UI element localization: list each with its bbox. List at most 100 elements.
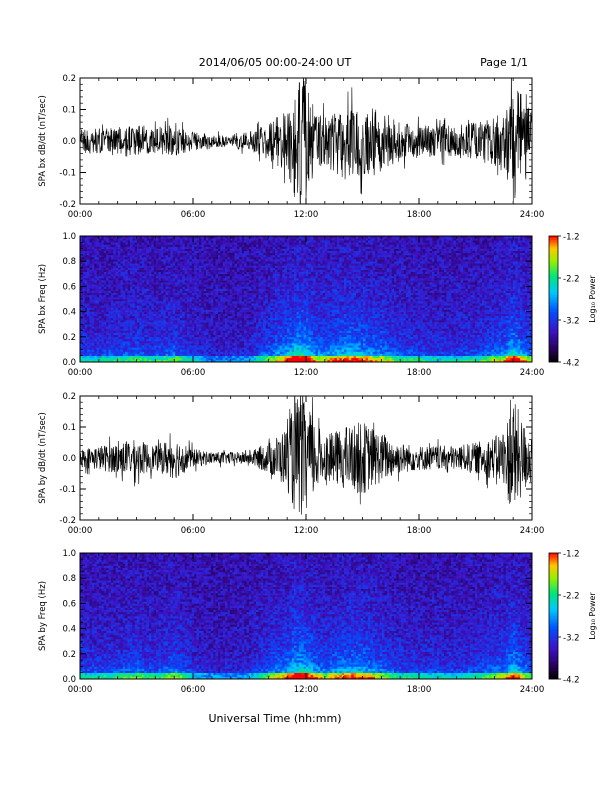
spectrogram-cell [87,286,90,289]
spectrogram-cell [80,244,83,247]
spectrogram-cell [132,309,136,312]
spectrogram-cell [194,301,197,304]
spectrogram-cell [168,242,171,245]
spectrogram-cell [246,313,250,317]
spectrogram-cell [168,278,171,281]
spectrogram-cell [156,359,159,363]
spectrogram-cell [153,238,157,241]
spectrogram-cell [270,259,273,262]
spectrogram-cell [191,259,195,262]
spectrogram-cell [177,288,181,291]
spectrogram-cell [82,286,86,289]
spectrogram-cell [168,248,171,251]
spectrogram-cell [168,307,171,310]
spectrogram-cell [141,315,145,319]
spectrogram-cell [227,286,231,289]
spectrogram-cell [165,320,169,323]
spectrogram-cell [220,269,224,272]
spectrogram-cell [94,334,97,338]
spectrogram-cell [232,248,235,251]
spectrogram-cell [177,240,181,243]
spectrogram-cell [89,275,93,279]
spectrogram-cell [137,271,140,275]
spectrogram-cell [99,328,102,331]
spectrogram-cell [225,252,228,256]
spectrogram-cell [187,301,190,304]
spectrogram-cell [217,334,221,338]
spectrogram-cell [99,275,102,279]
spectrogram-cell [156,236,159,239]
spectrogram-cell [144,343,147,346]
spectrogram-cell [141,334,145,338]
spectrogram-cell [103,259,107,262]
spectrogram-cell [115,284,119,287]
spectrogram-cell [206,336,209,340]
spectrogram-cell [246,292,250,296]
spectrogram-cell [137,286,140,289]
spectrogram-cell [170,299,174,302]
spectrogram-cell [189,332,193,335]
spectrogram-cell [99,305,102,308]
spectrogram-cell [122,269,126,272]
spectrogram-cell [215,254,219,258]
spectrogram-cell [260,343,264,346]
spectrogram-cell [82,351,86,354]
spectrogram-cell [101,275,105,279]
spectrogram-cell [187,309,190,312]
spectrogram-cell [263,238,266,241]
spectrogram-cell [172,345,176,348]
spectrogram-cell [267,345,271,348]
spectrogram-cell [139,313,143,317]
spectrogram-cell [256,359,259,363]
spectrogram-cell [258,338,262,342]
spectrogram-cell [225,267,228,270]
spectrogram-cell [191,248,195,251]
spectrogram-cell [89,282,93,285]
spectrogram-cell [182,290,185,293]
spectrogram-cell [139,271,143,275]
spectrogram-cell [153,315,157,319]
spectrogram-cell [244,330,247,333]
spectrogram-cell [225,294,228,298]
spectrogram-cell [158,261,162,264]
spectrogram-cell [134,341,138,344]
spectrogram-cell [184,257,188,260]
spectrogram-cell [244,288,247,291]
spectrogram-cell [175,307,178,310]
spectrogram-cell [237,296,240,300]
spectrogram-cell [196,341,200,344]
spectrogram-cell [139,349,143,352]
x-tick-label: 18:00 [407,210,432,220]
spectrogram-cell [196,322,200,325]
spectrogram-cell [225,351,228,354]
spectrogram-cell [251,294,254,298]
spectrogram-cell [260,313,264,317]
spectrogram-cell [129,343,133,346]
spectrogram-cell [210,248,214,251]
spectrogram-cell [118,240,121,243]
spectrogram-cell [125,324,128,327]
spectrogram-cell [248,269,252,272]
spectrogram-cell [165,341,169,344]
spectrogram-cell [241,341,245,344]
spectrogram-cell [168,347,171,350]
spectrogram-cell [246,280,250,283]
spectrogram-cell [101,313,105,317]
spectrogram-cell [206,315,209,319]
spectrogram-cell [110,252,114,256]
spectrogram-cell [146,345,150,348]
spectrogram-cell [198,292,202,296]
spectrogram-cell [113,252,116,256]
spectrogram-cell [113,284,116,287]
spectrogram-cell [179,236,183,239]
spectrogram-cell [132,263,136,266]
spectrogram-cell [227,345,231,348]
spectrogram-cell [80,265,83,268]
spectrogram-cell [253,328,257,331]
spectrogram-cell [153,252,157,256]
spectrogram-cell [163,338,166,342]
spectrogram-cell [163,343,166,346]
spectrogram-cell [206,357,209,361]
spectrogram-cell [89,286,93,289]
spectrogram-cell [217,292,221,296]
